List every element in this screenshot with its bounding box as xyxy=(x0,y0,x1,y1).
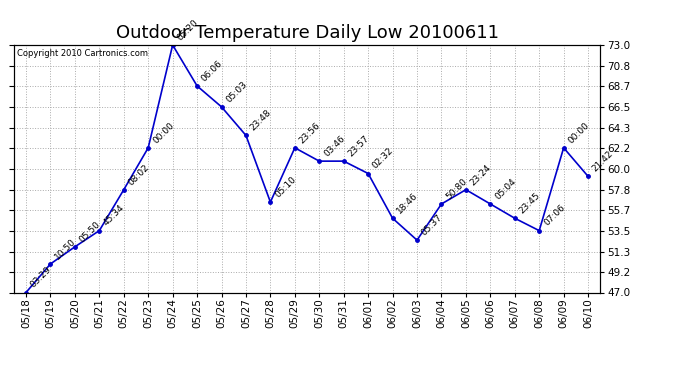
Text: 02:32: 02:32 xyxy=(371,146,395,171)
Text: 05:37: 05:37 xyxy=(420,213,444,237)
Text: 05:50: 05:50 xyxy=(78,219,102,244)
Text: 23:24: 23:24 xyxy=(469,162,493,187)
Text: 45:34: 45:34 xyxy=(102,203,126,228)
Text: 23:45: 23:45 xyxy=(518,191,542,216)
Text: 05:20: 05:20 xyxy=(175,18,200,42)
Text: 07:06: 07:06 xyxy=(542,203,566,228)
Text: 06:06: 06:06 xyxy=(200,58,224,83)
Text: 18:46: 18:46 xyxy=(395,191,420,216)
Text: 00:00: 00:00 xyxy=(566,120,591,145)
Text: 03:29: 03:29 xyxy=(29,265,53,290)
Text: 10:50: 10:50 xyxy=(53,237,78,261)
Text: 00:00: 00:00 xyxy=(151,120,176,145)
Text: 50:80: 50:80 xyxy=(444,177,469,201)
Text: 23:48: 23:48 xyxy=(248,108,273,133)
Text: 05:03: 05:03 xyxy=(224,80,249,104)
Title: Outdoor Temperature Daily Low 20100611: Outdoor Temperature Daily Low 20100611 xyxy=(115,24,499,42)
Text: 05:04: 05:04 xyxy=(493,177,518,201)
Text: 03:46: 03:46 xyxy=(322,134,346,158)
Text: 08:02: 08:02 xyxy=(126,162,151,187)
Text: 23:57: 23:57 xyxy=(346,134,371,158)
Text: 23:56: 23:56 xyxy=(297,120,322,145)
Text: 21:42: 21:42 xyxy=(591,149,615,174)
Text: 05:10: 05:10 xyxy=(273,175,298,199)
Text: Copyright 2010 Cartronics.com: Copyright 2010 Cartronics.com xyxy=(17,49,148,58)
